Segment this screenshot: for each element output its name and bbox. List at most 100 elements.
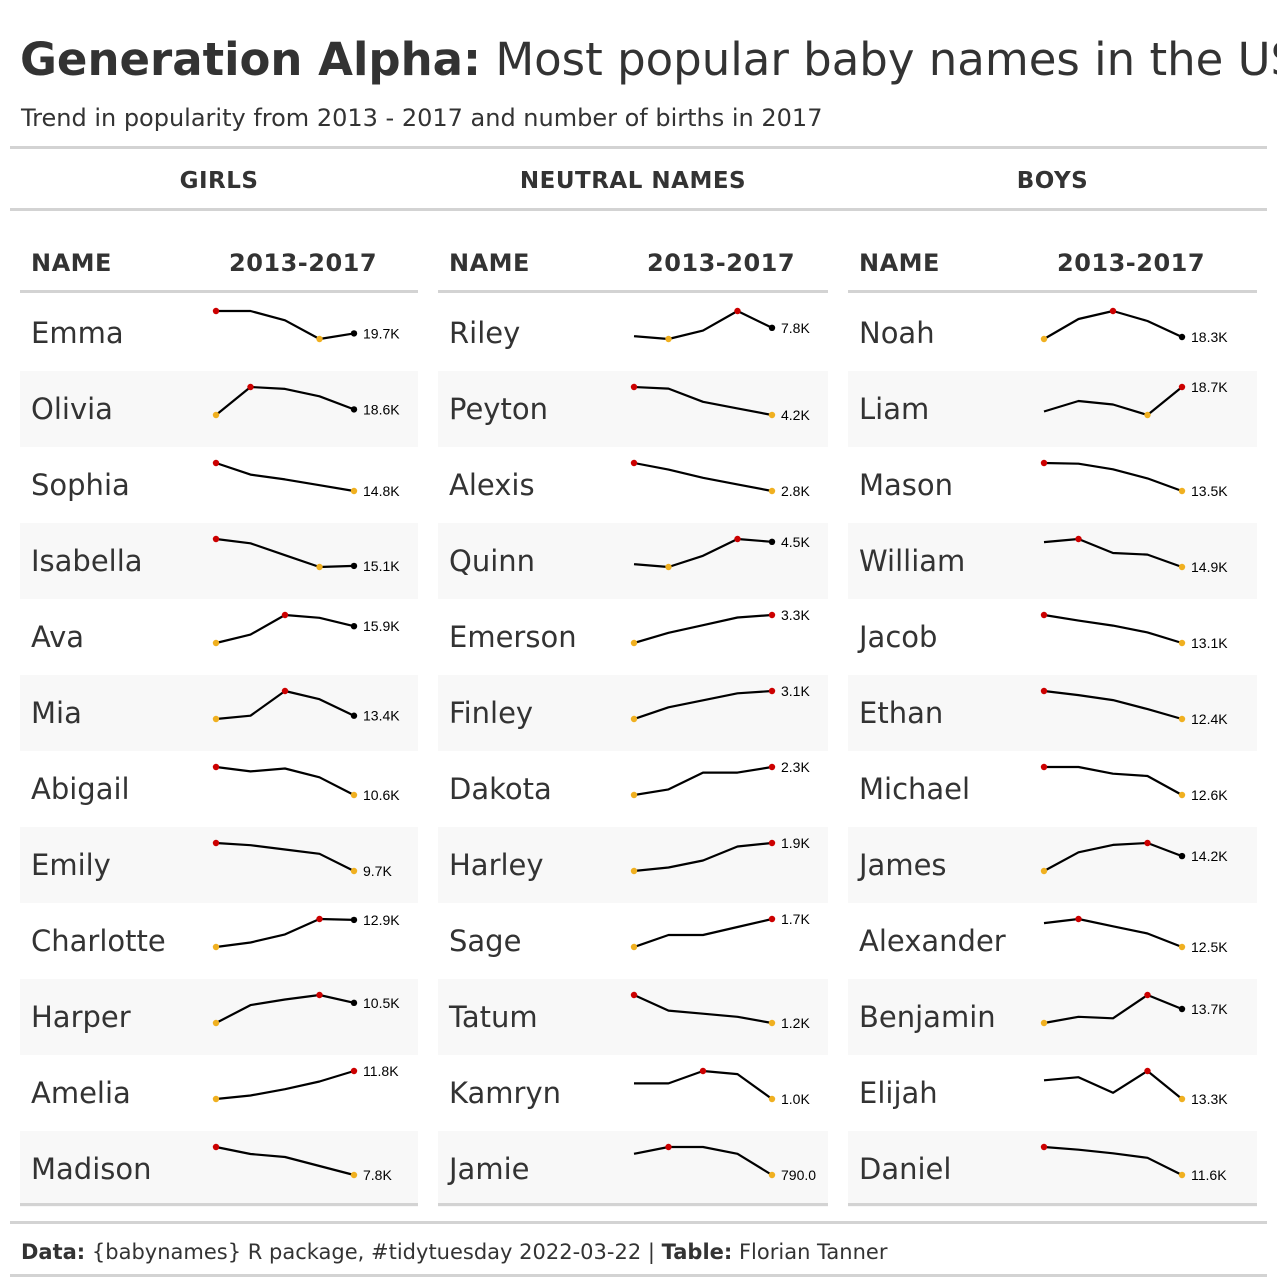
sparkline-path [215,385,355,416]
row-name: Sophia [31,468,130,502]
row-name: Harper [31,1000,131,1034]
sparkline-path [1043,1069,1183,1100]
column-header-name: NAME [449,249,530,277]
min-point [1040,867,1048,875]
end-value-label: 14.9K [1191,559,1228,575]
max-point [768,839,776,847]
table-row: Abigail 10.6K [20,751,418,827]
min-point [630,867,638,875]
sparkline: 4.5K [633,534,810,571]
table-row: Noah 18.3K [848,295,1257,371]
sparkline-path [1043,1145,1183,1176]
table-row: Emerson 3.3K [438,599,828,675]
max-point [768,763,776,771]
sparkline-path [1043,537,1183,569]
max-point [1144,1067,1151,1075]
sparkline-path [633,461,773,493]
sparkline: 790.0 [633,1143,816,1183]
min-point [350,1171,358,1179]
sparkline: 19.7K [212,307,400,343]
sparkline: 1.9K [630,835,810,875]
row-name: Benjamin [859,1000,996,1034]
row-name: Dakota [449,772,552,806]
min-point [350,791,358,799]
min-point [1178,943,1186,951]
table-row: Charlotte 12.9K [20,903,418,979]
footer-bottom-rule [10,1274,1267,1277]
min-point [768,1019,776,1027]
end-value-label: 12.4K [1191,711,1228,727]
sparkline: 18.3K [1040,307,1228,345]
sparkline: 13.3K [1043,1067,1228,1107]
min-point [665,563,672,571]
max-point [281,611,289,619]
sparkline: 11.6K [1040,1143,1227,1183]
sparkline: 3.1K [630,683,810,723]
max-point [350,1067,358,1075]
sparkline: 13.7K [1040,991,1228,1027]
sparkline-path [1043,841,1183,872]
row-name: Michael [859,772,971,806]
min-point [630,791,638,799]
max-point [212,763,220,771]
row-name: Jamie [449,1152,530,1186]
table-row: Harper 10.5K [20,979,418,1055]
row-name: Alexander [859,924,1006,958]
table-row: Emma 19.7K [20,295,418,371]
end-value-label: 1.9K [781,835,810,851]
sparkline: 13.5K [1040,459,1228,499]
end-value-label: 7.8K [363,1167,392,1183]
end-value-label: 12.6K [1191,787,1228,803]
group-header-girls: GIRLS [179,168,259,194]
sparkline-path [633,537,773,569]
end-value-label: 790.0 [781,1167,816,1183]
table-row: Daniel 11.6K [848,1131,1257,1207]
min-point [212,943,220,951]
min-point [1040,335,1048,343]
min-point [630,943,638,951]
row-name: William [859,544,966,578]
table-row: James 14.2K [848,827,1257,903]
min-point [630,639,638,647]
end-point [1178,1005,1186,1013]
table-row: Jacob 13.1K [848,599,1257,675]
max-point [768,611,776,619]
column-header-rule [438,290,828,293]
table-row: Emily 9.7K [20,827,418,903]
max-point [1144,839,1151,847]
max-point [1144,991,1151,999]
row-name: Sage [449,924,522,958]
end-value-label: 7.8K [781,320,810,336]
max-point [212,1143,220,1151]
min-point [212,411,220,419]
row-name: Emerson [449,620,577,654]
sparkline: 1.7K [630,911,810,951]
max-point [1040,687,1048,695]
sparkline-path [634,1069,773,1100]
footer-data-text: {babynames} R package, #tidytuesday 2022… [85,1240,662,1264]
sparkline: 13.4K [212,687,400,724]
end-value-label: 13.1K [1191,635,1228,651]
row-name: Riley [449,316,521,350]
footer-top-rule [10,1221,1267,1224]
end-value-label: 9.7K [363,863,392,879]
max-point [1109,307,1117,315]
sparkline: 15.1K [212,535,400,574]
end-value-label: 12.9K [363,912,400,928]
end-value-label: 2.8K [781,483,810,499]
table-bottom-rule [438,1203,828,1206]
end-value-label: 15.9K [363,618,400,634]
column-header-trend: 2013-2017 [229,249,378,277]
table-row: Ava 15.9K [20,599,418,675]
max-point [212,459,220,467]
table-row: Olivia 18.6K [20,371,418,447]
end-value-label: 13.5K [1191,483,1228,499]
end-point [350,999,358,1007]
min-point [1144,411,1151,419]
row-name: Olivia [31,392,113,426]
row-name: Finley [449,696,534,730]
table-row: Madison 7.8K [20,1131,418,1207]
min-point [1178,1171,1186,1179]
max-point [630,459,638,467]
sparkline-path [215,765,355,796]
